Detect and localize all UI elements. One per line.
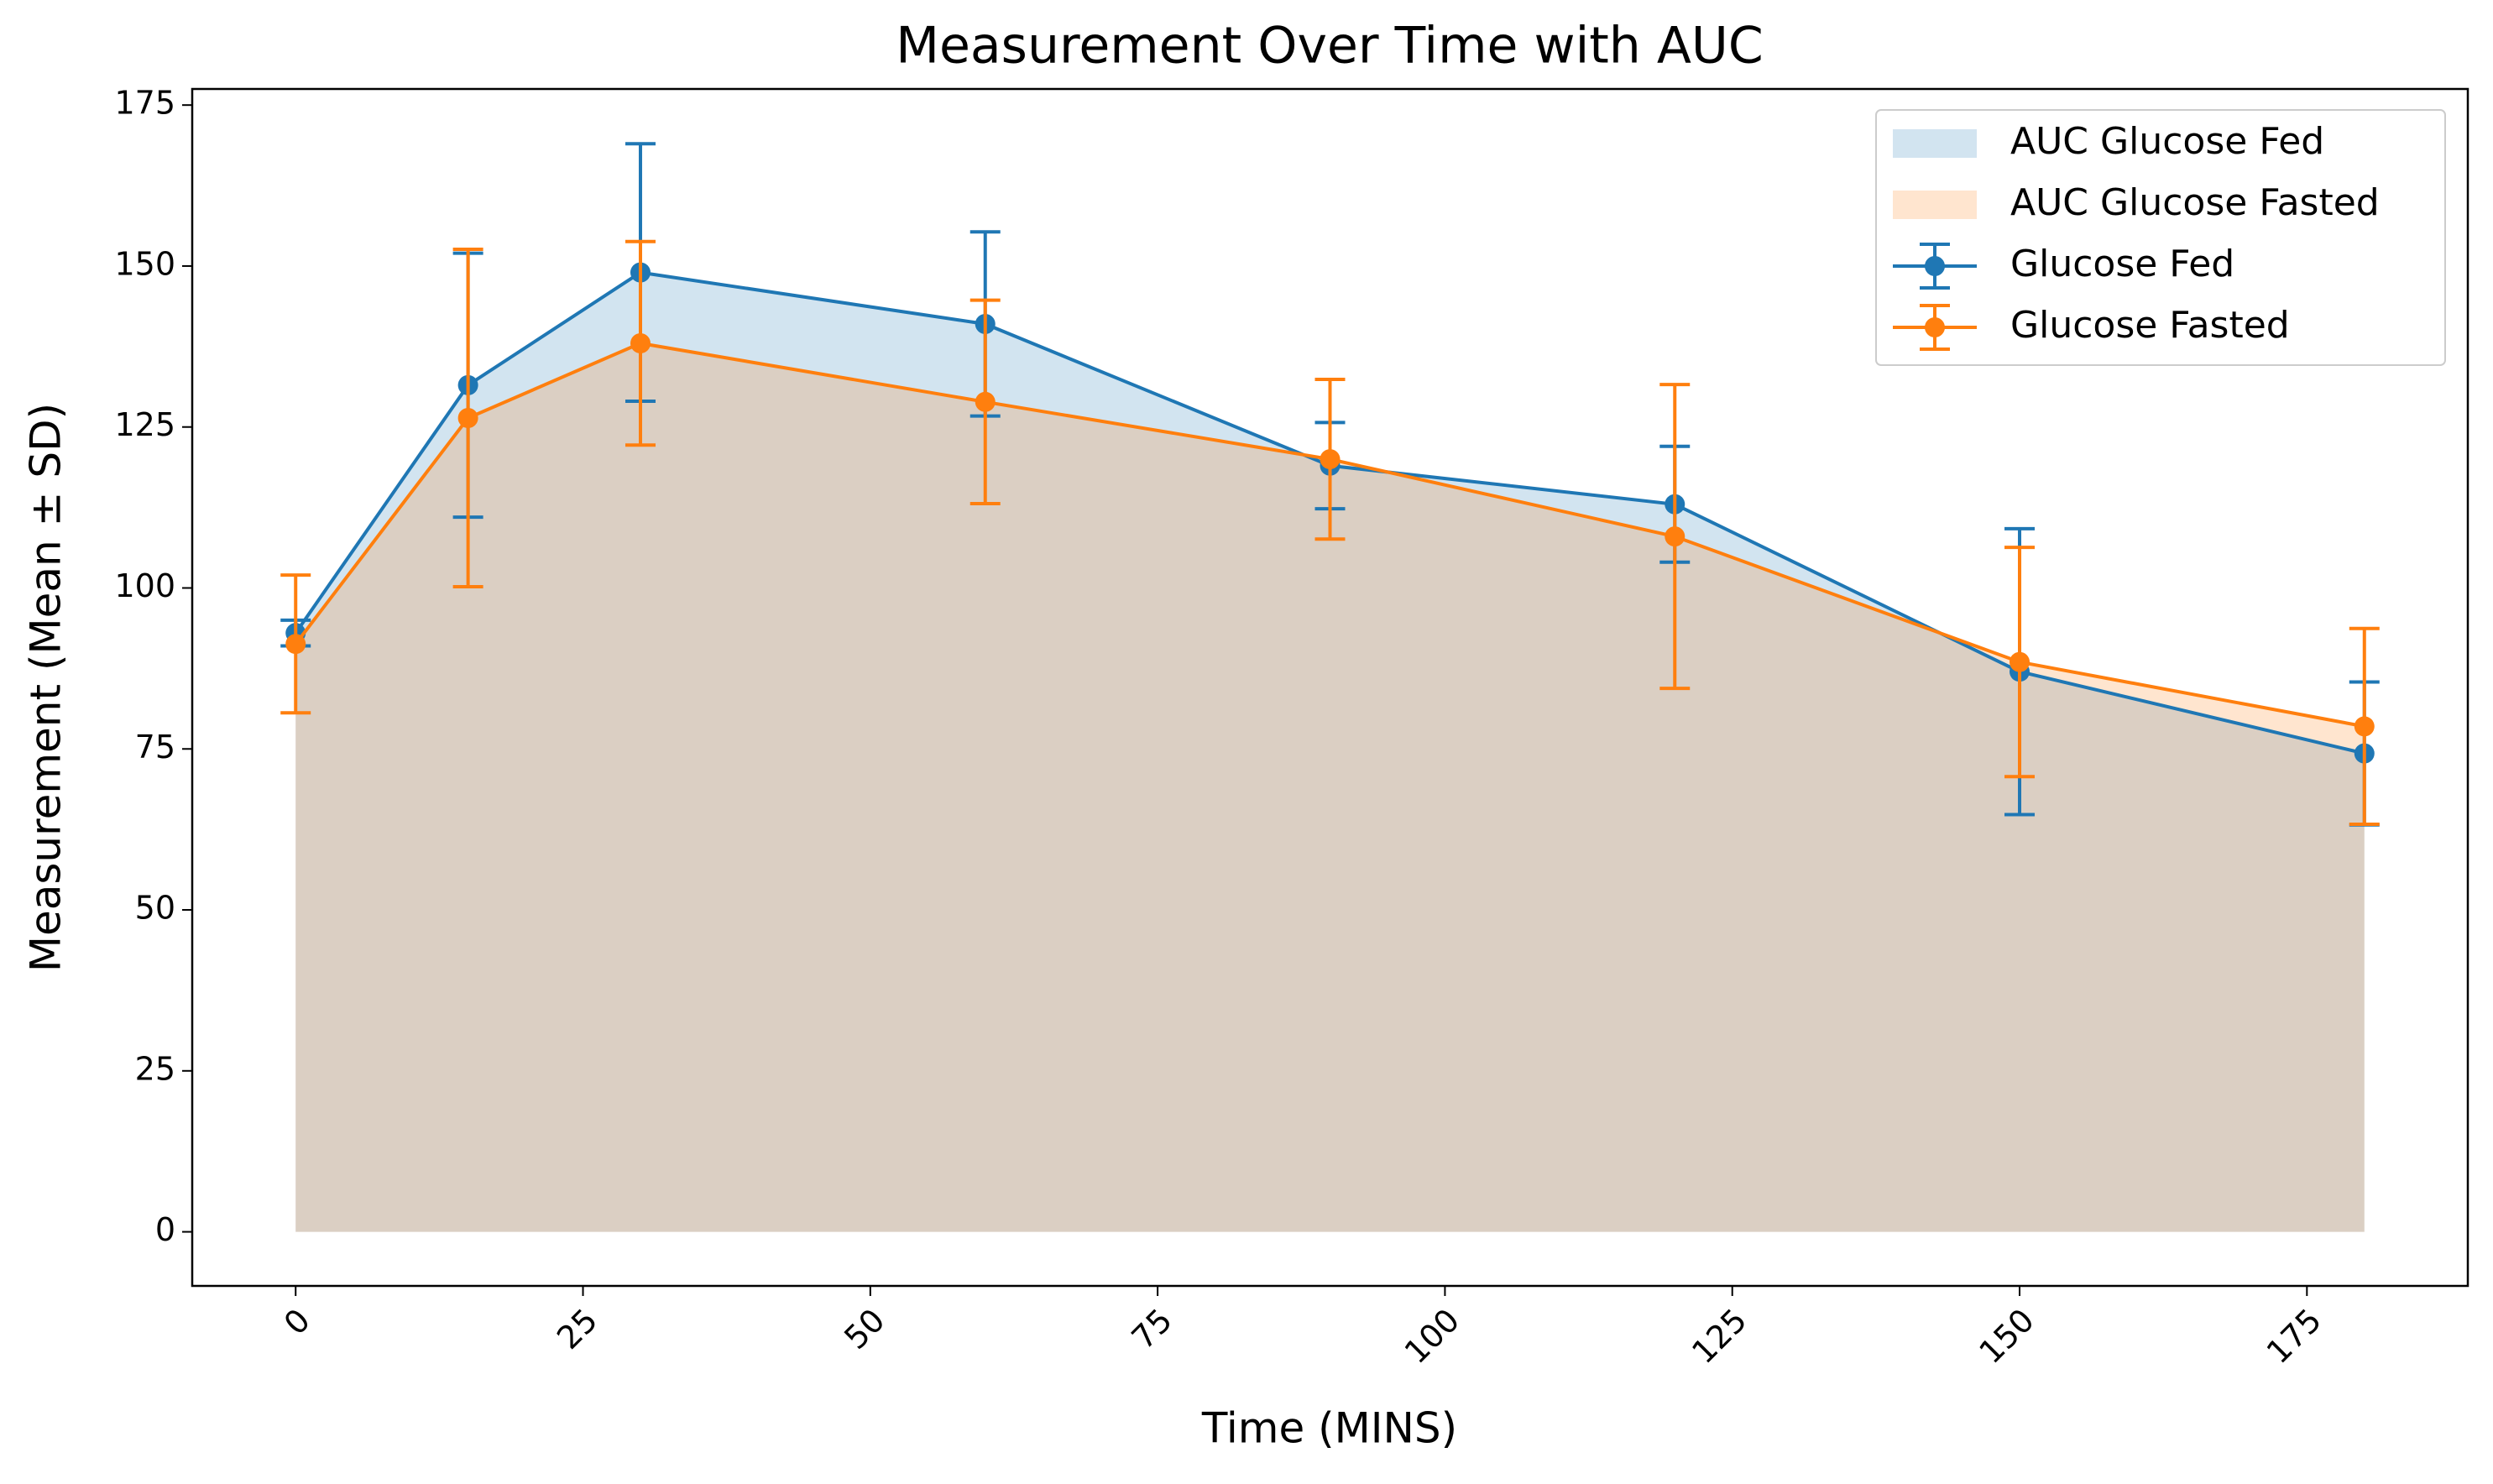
x-tick-label: 125 xyxy=(1685,1302,1753,1371)
series-line xyxy=(294,341,2365,729)
y-tick-label: 0 xyxy=(155,1211,175,1248)
y-tick-label: 25 xyxy=(135,1050,175,1087)
x-tick-label: 25 xyxy=(550,1302,604,1356)
x-tick-label: 0 xyxy=(277,1302,317,1342)
x-tick-label: 50 xyxy=(837,1302,891,1356)
y-tick-label: 75 xyxy=(135,729,175,766)
y-tick-label: 175 xyxy=(114,85,175,122)
legend-swatch xyxy=(1893,129,1977,158)
legend-marker xyxy=(1925,256,1945,276)
series-line xyxy=(294,270,2365,755)
plot-frame xyxy=(191,87,2469,1288)
legend-label: Glucose Fed xyxy=(2010,243,2234,285)
y-tick-label: 50 xyxy=(135,890,175,927)
y-axis-label: Measurement (Mean ± SD) xyxy=(22,403,71,972)
legend-label: Glucose Fasted xyxy=(2010,304,2290,347)
x-tick-label: 75 xyxy=(1125,1302,1179,1356)
legend-label: AUC Glucose Fed xyxy=(2010,120,2324,163)
y-tick-label: 125 xyxy=(114,406,175,443)
legend-box xyxy=(1875,109,2446,366)
auc-area xyxy=(295,272,2365,1232)
marker xyxy=(1665,526,1686,547)
marker xyxy=(1320,449,1341,470)
legend-marker xyxy=(1925,317,1945,337)
x-axis-label: Time (MINS) xyxy=(1201,1404,1457,1453)
legend: AUC Glucose Fed AUC Glucose Fasted Glucose… xyxy=(1875,109,2446,366)
marker xyxy=(2354,716,2375,737)
legend-swatch xyxy=(1893,191,1977,219)
x-tick-label: 100 xyxy=(1398,1302,1466,1371)
marker xyxy=(975,391,996,412)
legend-label: AUC Glucose Fasted xyxy=(2010,181,2380,224)
marker xyxy=(285,634,306,655)
marker xyxy=(457,407,478,428)
chart-title: Measurement Over Time with AUC xyxy=(896,17,1764,76)
y-tick-label: 150 xyxy=(114,245,175,282)
x-tick-label: 175 xyxy=(2260,1302,2328,1371)
auc-area xyxy=(295,342,2365,1232)
y-tick-label: 100 xyxy=(114,567,175,604)
x-tick-label: 150 xyxy=(1972,1302,2041,1371)
marker xyxy=(2010,651,2030,672)
marker xyxy=(630,332,651,353)
